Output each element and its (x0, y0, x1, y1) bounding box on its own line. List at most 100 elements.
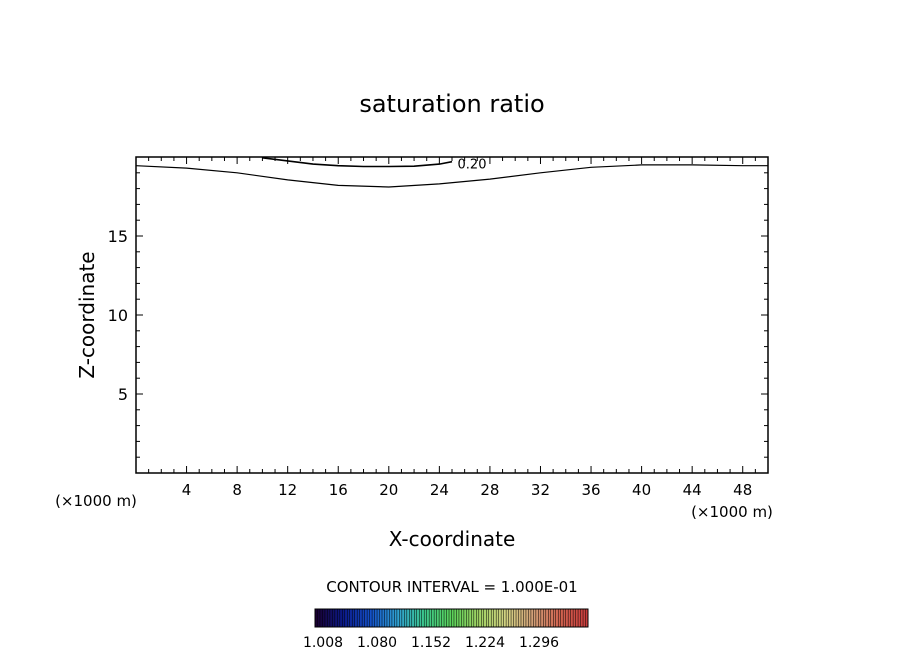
colorbar-segment (431, 609, 435, 627)
colorbar-segment (458, 609, 462, 627)
colorbar-segment (319, 609, 323, 627)
colorbar-segment (382, 609, 385, 627)
colorbar-segment (558, 609, 561, 627)
colorbar-segment (391, 609, 395, 627)
colorbar-segment (342, 609, 346, 627)
colorbar-segment (352, 609, 356, 627)
colorbar-segment (466, 609, 470, 627)
colorbar-segment (580, 609, 584, 627)
colorbar-segment (429, 609, 432, 627)
colorbar-segment (471, 609, 475, 627)
colorbar-segment (540, 609, 544, 627)
colorbar-segment (513, 609, 517, 627)
colorbar-segment (362, 609, 365, 627)
colorbar-segment (409, 609, 413, 627)
colorbar-segment (583, 609, 586, 627)
colorbar-segment (538, 609, 542, 627)
colorbar-segment (421, 609, 425, 627)
colorbar-segment (570, 609, 574, 627)
colorbar-segment (426, 609, 430, 627)
colorbar-segment (506, 609, 509, 627)
colorbar-segment (520, 609, 524, 627)
colorbar (314, 608, 589, 628)
colorbar-segment (419, 609, 423, 627)
colorbar-segment (486, 609, 490, 627)
colorbar-segment (377, 609, 380, 627)
colorbar-segment (451, 609, 455, 627)
plot-frame (135, 156, 769, 474)
x-tick-label: 36 (581, 481, 600, 499)
colorbar-segment (364, 609, 368, 627)
colorbar-segment (473, 609, 477, 627)
colorbar-segment (315, 609, 318, 627)
x-tick-label: 24 (430, 481, 449, 499)
colorbar-segment (516, 609, 519, 627)
colorbar-segment (411, 609, 415, 627)
x-axis-ticks: 4 8 12 16 20 24 28 32 36 40 44 48 (148, 157, 756, 499)
colorbar-segment (523, 609, 527, 627)
contour-line (135, 164, 768, 188)
colorbar-segment (347, 609, 351, 627)
colorbar-segment (478, 609, 482, 627)
colorbar-segment (545, 609, 549, 627)
colorbar-segment (481, 609, 485, 627)
colorbar-segment (456, 609, 460, 627)
colorbar-segment (449, 609, 452, 627)
colorbar-segment (535, 609, 539, 627)
colorbar-segment (384, 609, 388, 627)
x-unit-right-label: (×1000 m) (691, 503, 773, 521)
colorbar-tick-label: 1.080 (357, 635, 397, 651)
x-tick-label: 20 (379, 481, 398, 499)
colorbar-segment (399, 609, 403, 627)
colorbar-segment (528, 609, 532, 627)
colorbar-tick-label: 1.224 (465, 635, 505, 651)
colorbar-segment (317, 609, 321, 627)
y-tick-label: 15 (108, 227, 128, 246)
y-tick-label: 5 (118, 385, 128, 404)
colorbar-segment (337, 609, 341, 627)
chart-title: saturation ratio (359, 90, 544, 118)
contour-line (262, 157, 453, 168)
colorbar-segment (339, 609, 343, 627)
colorbar-segment (518, 609, 522, 627)
colorbar-segment (329, 609, 333, 627)
colorbar-segment (349, 609, 353, 627)
colorbar-tick-label: 1.008 (303, 635, 343, 651)
colorbar-segment (543, 609, 547, 627)
colorbar-segment (416, 609, 420, 627)
colorbar-segment (322, 609, 326, 627)
colorbar-segment (503, 609, 507, 627)
colorbar-segment (396, 609, 400, 627)
colorbar-segment (374, 609, 378, 627)
colorbar-segment (501, 609, 504, 627)
colorbar-segment (533, 609, 537, 627)
colorbar-segment (508, 609, 512, 627)
colorbar-segment (379, 609, 383, 627)
colorbar-segment (453, 609, 457, 627)
colorbar-segment (565, 609, 569, 627)
colorbar-segment (496, 609, 499, 627)
colorbar-segment (483, 609, 487, 627)
colorbar-segment (488, 609, 492, 627)
colorbar-segment (575, 609, 579, 627)
colorbar-segment (555, 609, 559, 627)
x-tick-label: 40 (632, 481, 651, 499)
x-tick-label: 32 (531, 481, 550, 499)
colorbar-segment (550, 609, 554, 627)
colorbar-segment (369, 609, 373, 627)
colorbar-segment (493, 609, 497, 627)
x-tick-label: 12 (278, 481, 297, 499)
colorbar-segment (372, 609, 375, 627)
colorbar-segment (463, 609, 467, 627)
colorbar-segment (344, 609, 348, 627)
colorbar-segment (560, 609, 564, 627)
colorbar-segment (444, 609, 447, 627)
colorbar-segment (406, 609, 410, 627)
x-tick-label: 4 (182, 481, 192, 499)
colorbar-segment (553, 609, 557, 627)
colorbar-segment (530, 609, 534, 627)
colorbar-segment (585, 609, 589, 627)
colorbar-segment (389, 609, 393, 627)
colorbar-segment (548, 609, 552, 627)
